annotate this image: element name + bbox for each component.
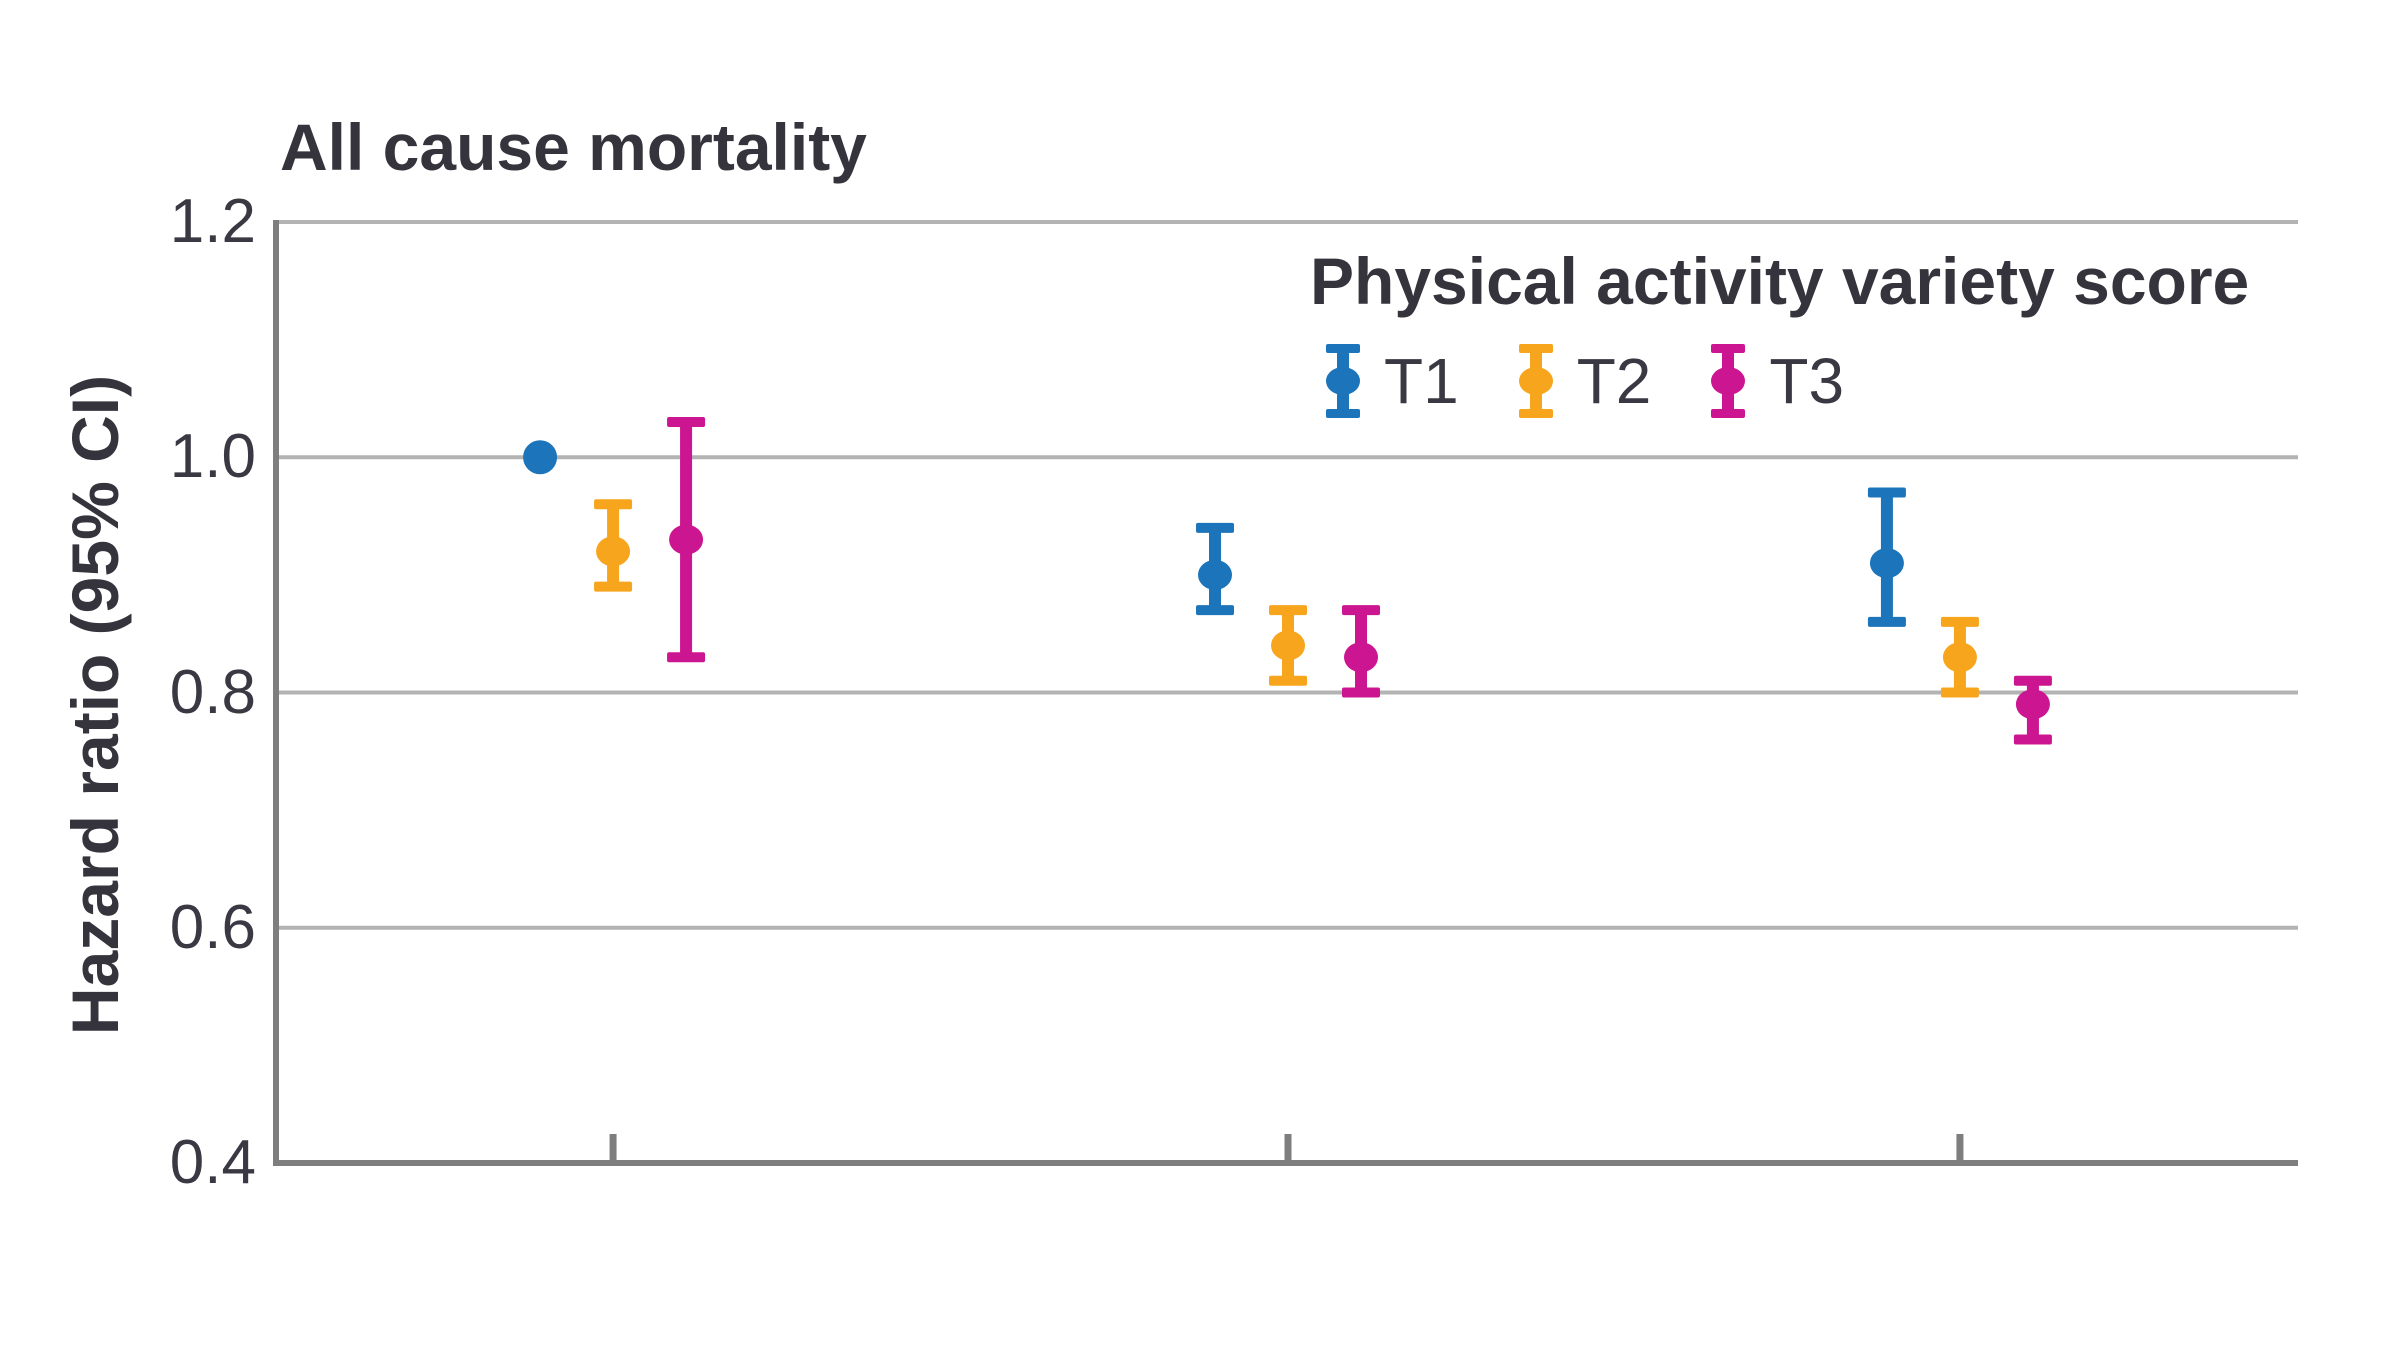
point-estimate xyxy=(596,536,631,567)
errorbar-marker-icon xyxy=(1326,344,1360,418)
y-tick-label: 1.2 xyxy=(169,187,256,256)
y-tick-label: 0.6 xyxy=(169,892,256,962)
point-estimate xyxy=(1344,642,1379,673)
y-tick-label: 0.8 xyxy=(169,657,256,727)
marker-t1-group1 xyxy=(523,440,558,475)
x-axis-tick xyxy=(1956,1134,1964,1160)
ci-cap-bottom xyxy=(1867,616,1906,627)
ci-cap-bottom xyxy=(667,652,706,663)
ci-cap-top xyxy=(1196,522,1235,533)
ci-cap-bottom xyxy=(1269,675,1308,686)
legend-title: Physical activity variety score xyxy=(1310,244,2250,318)
marker-t3-group2 xyxy=(1342,605,1381,698)
x-axis-tick xyxy=(609,1134,617,1160)
x-axis-tick xyxy=(1284,1134,1292,1160)
marker-t2-group3 xyxy=(1940,616,1979,698)
legend-item-t2: T2 xyxy=(1518,344,1652,418)
ci-cap-bottom xyxy=(1196,605,1235,616)
point-estimate xyxy=(1271,630,1306,661)
y-tick-label: 0.4 xyxy=(169,1128,256,1197)
ci-cap-top xyxy=(1269,605,1308,616)
legend-label-t1: T1 xyxy=(1384,345,1459,417)
marker-t3-group3 xyxy=(2013,675,2052,745)
point-estimate xyxy=(1869,548,1904,579)
errorbar-marker-icon xyxy=(1518,344,1553,418)
legend-label-t2: T2 xyxy=(1576,345,1652,417)
ci-cap-top xyxy=(594,499,633,510)
point-estimate xyxy=(2015,689,2050,720)
errorbar-marker-icon xyxy=(1711,344,1746,418)
y-tick-label: 1.0 xyxy=(169,422,256,492)
marker-t2-group2 xyxy=(1269,605,1308,686)
legend-item-t3: T3 xyxy=(1711,344,1844,418)
ci-cap-top xyxy=(1867,487,1906,498)
ci-cap-top xyxy=(667,416,706,427)
ci-cap-bottom xyxy=(1342,687,1381,698)
ci-cap-top xyxy=(1940,616,1979,627)
legend-item-t1: T1 xyxy=(1326,344,1459,418)
reference-dot xyxy=(523,440,558,475)
marker-t2-group1 xyxy=(594,499,633,592)
marker-t1-group2 xyxy=(1196,522,1235,616)
ci-cap-bottom xyxy=(2013,734,2052,745)
point-estimate xyxy=(669,524,704,555)
ci-cap-bottom xyxy=(594,581,633,592)
y-axis-tick-labels: 1.2 1.0 0.8 0.6 0.4 xyxy=(0,0,256,1350)
legend-items: T1 T2 T3 xyxy=(1326,344,1844,418)
point-estimate xyxy=(1942,642,1977,673)
ci-cap-top xyxy=(1342,605,1381,616)
chart-title: All cause mortality xyxy=(280,110,867,184)
ci-cap-bottom xyxy=(1940,687,1979,698)
point-estimate xyxy=(1198,559,1233,590)
marker-t1-group3 xyxy=(1867,487,1906,627)
marker-t3-group1 xyxy=(667,416,706,663)
ci-cap-top xyxy=(2013,675,2052,686)
legend-label-t3: T3 xyxy=(1769,345,1845,417)
